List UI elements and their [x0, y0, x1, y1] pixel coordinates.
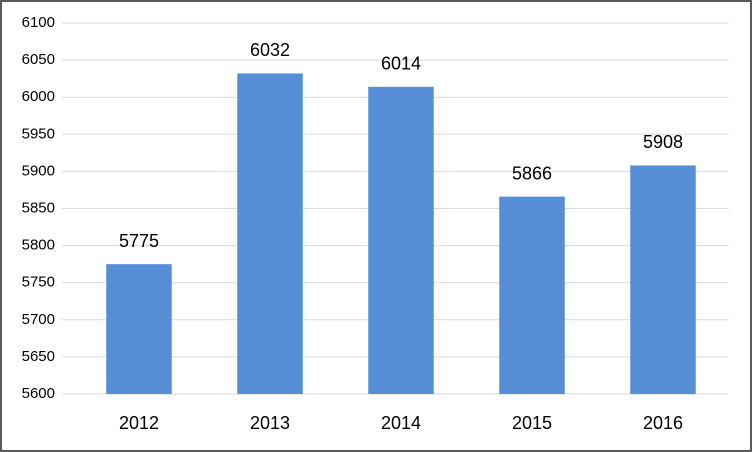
y-tick-label: 5700: [22, 311, 55, 328]
bar: [106, 264, 172, 394]
data-label: 5866: [512, 163, 552, 183]
y-tick-label: 5750: [22, 274, 55, 291]
data-label: 5908: [643, 132, 683, 152]
y-tick-label: 5900: [22, 162, 55, 179]
y-tick-label: 6000: [22, 88, 55, 105]
bar: [630, 165, 696, 394]
data-label: 5775: [119, 231, 159, 251]
y-tick-label: 5800: [22, 237, 55, 254]
x-tick-label: 2012: [119, 413, 159, 433]
y-tick-label: 5950: [22, 125, 55, 142]
y-tick-label: 6100: [22, 14, 55, 31]
y-tick-label: 5850: [22, 199, 55, 216]
bar: [368, 86, 434, 394]
data-label: 6014: [381, 54, 421, 74]
x-tick-label: 2013: [250, 413, 290, 433]
bar: [499, 196, 565, 394]
x-tick-label: 2014: [381, 413, 421, 433]
y-tick-label: 5650: [22, 348, 55, 365]
x-tick-label: 2016: [643, 413, 683, 433]
bar: [237, 73, 303, 395]
y-tick-label: 6050: [22, 51, 55, 68]
y-tick-label: 5600: [22, 385, 55, 402]
data-label: 6032: [250, 40, 290, 60]
x-tick-label: 2015: [512, 413, 552, 433]
